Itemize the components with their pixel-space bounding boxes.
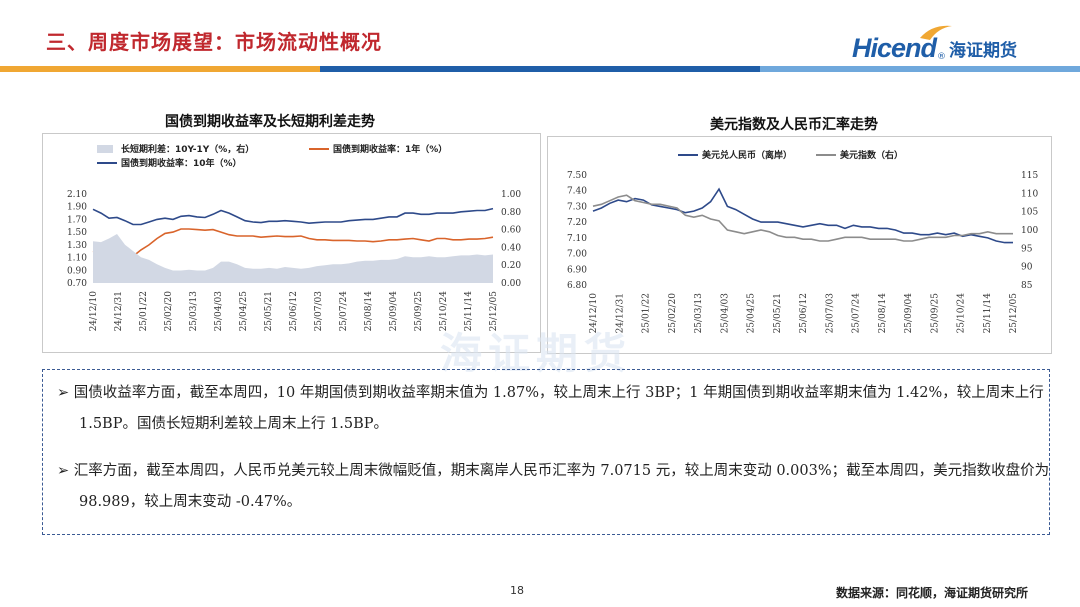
y-right-tick-label: 1.00 <box>501 190 521 200</box>
y-right-tick-label: 0.80 <box>501 208 521 218</box>
page-title: 三、周度市场展望：市场流动性概况 <box>46 30 382 54</box>
x-tick-label: 24/12/31 <box>114 291 124 331</box>
x-tick-label: 25/07/24 <box>852 293 862 334</box>
y-left-tick-label: 1.90 <box>67 203 87 213</box>
x-tick-label: 25/07/03 <box>314 291 324 332</box>
y-right-tick-label: 90 <box>1021 263 1033 273</box>
fx-chart: 7.50 7.40 7.30 7.20 7.10 7.00 6.90 6.80 115 110 10… <box>567 149 1038 334</box>
y-left-tick-label: 1.30 <box>67 241 87 251</box>
x-tick-label: 25/09/25 <box>930 293 940 334</box>
x-tick-label: 25/09/04 <box>389 291 399 332</box>
x-tick-label: 24/12/31 <box>615 293 625 333</box>
bullet-marker: ➢ <box>57 385 70 401</box>
bullet-bond-yield: ➢ 国债收益率方面，截至本周四，10 年期国债到期收益率期末值为 1.87%，较… <box>57 378 1059 440</box>
x-tick-label: 25/09/25 <box>414 291 424 332</box>
y-right-tick-label: 100 <box>1021 226 1038 236</box>
x-tick-label: 25/06/12 <box>799 293 809 333</box>
x-tick-label: 25/12/05 <box>1009 293 1019 334</box>
y-left-tick-label: 0.90 <box>67 266 87 276</box>
series-line-1 <box>592 194 1013 242</box>
y-right-tick-label: 0.60 <box>501 226 521 236</box>
legend-label: 美元指数（右） <box>840 149 903 161</box>
y-left-tick-label: 7.10 <box>567 234 587 244</box>
y-right-tick-label: 110 <box>1021 189 1038 199</box>
legend-label: 美元兑人民币（离岸） <box>702 149 792 161</box>
header-bar-orange <box>0 66 320 72</box>
y-left-tick-label: 7.20 <box>567 218 587 228</box>
y-right-tick-label: 95 <box>1021 244 1033 254</box>
y-right-tick-label: 85 <box>1021 281 1033 291</box>
logo-swoosh-icon <box>920 25 952 40</box>
y-left-tick-label: 6.90 <box>567 265 587 275</box>
x-tick-label: 25/01/22 <box>139 291 149 331</box>
x-tick-label: 25/04/25 <box>747 293 757 334</box>
x-tick-label: 25/04/25 <box>239 291 249 332</box>
x-tick-label: 25/04/03 <box>720 293 730 334</box>
company-logo: Hicend ® 海证期货 <box>852 25 1018 68</box>
x-tick-label: 24/12/10 <box>589 293 599 334</box>
bond-yield-chart: 2.10 1.90 1.70 1.50 1.30 1.10 0.90 0.70 1.00 0.80… <box>67 143 521 332</box>
x-tick-label: 25/04/03 <box>214 291 224 332</box>
logo-chinese-name: 海证期货 <box>949 40 1018 61</box>
bullet-fx-text: 汇率方面，截至本周四，人民币兑美元较上周末微幅贬值，期末离岸人民币汇率为 7.0… <box>73 463 1050 510</box>
x-tick-label: 25/06/12 <box>289 291 299 331</box>
header-bar-blue <box>320 66 760 72</box>
left-chart-title: 国债到期收益率及长短期利差走势 <box>165 114 375 130</box>
x-tick-label: 25/07/24 <box>339 291 349 332</box>
x-tick-label: 25/11/14 <box>464 291 474 332</box>
legend-label: 国债到期收益率：1年（%） <box>333 143 447 155</box>
y-left-tick-label: 1.50 <box>67 228 87 238</box>
x-tick-label: 25/09/04 <box>904 293 914 334</box>
x-tick-label: 25/11/14 <box>983 293 993 334</box>
y-right-tick-label: 115 <box>1021 171 1038 181</box>
bullet-marker: ➢ <box>57 463 70 479</box>
y-right-tick-label: 0.20 <box>501 261 521 271</box>
x-tick-label: 24/12/10 <box>89 291 99 332</box>
header-bar-lightblue <box>760 66 1080 72</box>
y-left-tick-label: 6.80 <box>567 281 587 291</box>
y-left-tick-label: 7.40 <box>567 187 587 197</box>
x-tick-label: 25/07/03 <box>825 293 835 334</box>
bullet-bond-yield-text: 国债收益率方面，截至本周四，10 年期国债到期收益率期末值为 1.87%，较上周… <box>73 385 1044 432</box>
x-tick-label: 25/02/20 <box>668 293 678 334</box>
x-tick-label: 25/05/21 <box>773 293 783 333</box>
x-tick-label: 25/05/21 <box>264 291 274 331</box>
y-left-tick-label: 7.50 <box>567 171 587 181</box>
y-right-tick-label: 105 <box>1021 208 1038 218</box>
y-right-tick-label: 0.40 <box>501 243 521 253</box>
x-tick-label: 25/01/22 <box>642 293 652 333</box>
series-line-0 <box>592 187 1013 244</box>
y-left-tick-label: 2.10 <box>67 190 87 200</box>
legend-label: 国债到期收益率：10年（%） <box>121 157 242 169</box>
x-tick-label: 25/10/24 <box>439 291 449 332</box>
x-tick-label: 25/03/13 <box>694 293 704 334</box>
x-tick-label: 25/02/20 <box>164 291 174 332</box>
x-tick-label: 25/10/24 <box>957 293 967 334</box>
legend-swatch-area <box>97 145 113 153</box>
bullet-fx: ➢ 汇率方面，截至本周四，人民币兑美元较上周末微幅贬值，期末离岸人民币汇率为 7… <box>57 456 1059 518</box>
y-right-tick-label: 0.00 <box>501 279 521 289</box>
y-left-tick-label: 0.70 <box>67 279 87 289</box>
x-tick-label: 25/12/05 <box>489 291 499 332</box>
right-chart-frame: 7.50 7.40 7.30 7.20 7.10 7.00 6.90 6.80 115 110 10… <box>547 136 1052 354</box>
spread-area-series <box>93 234 493 283</box>
left-chart-frame: 2.10 1.90 1.70 1.50 1.30 1.10 0.90 0.70 1.00 0.80… <box>42 133 541 353</box>
x-tick-label: 25/08/14 <box>878 293 888 334</box>
legend-label: 长短期利差：10Y-1Y（%，右） <box>121 143 254 155</box>
right-chart-title: 美元指数及人民币汇率走势 <box>710 117 878 133</box>
data-source: 数据来源：同花顺，海证期货研究所 <box>836 586 1029 600</box>
x-tick-label: 25/08/14 <box>364 291 374 332</box>
summary-box: ➢ 国债收益率方面，截至本周四，10 年期国债到期收益率期末值为 1.87%，较… <box>42 369 1050 535</box>
y-left-tick-label: 7.00 <box>567 250 587 260</box>
y-left-tick-label: 1.10 <box>67 254 87 264</box>
logo-registered-mark: ® <box>937 52 947 62</box>
y-left-tick-label: 1.70 <box>67 215 87 225</box>
y-left-tick-label: 7.30 <box>567 202 587 212</box>
page-number: 18 <box>510 584 524 597</box>
series-line-0 <box>92 207 494 226</box>
series-line-1 <box>92 228 494 267</box>
x-tick-label: 25/03/13 <box>189 291 199 332</box>
